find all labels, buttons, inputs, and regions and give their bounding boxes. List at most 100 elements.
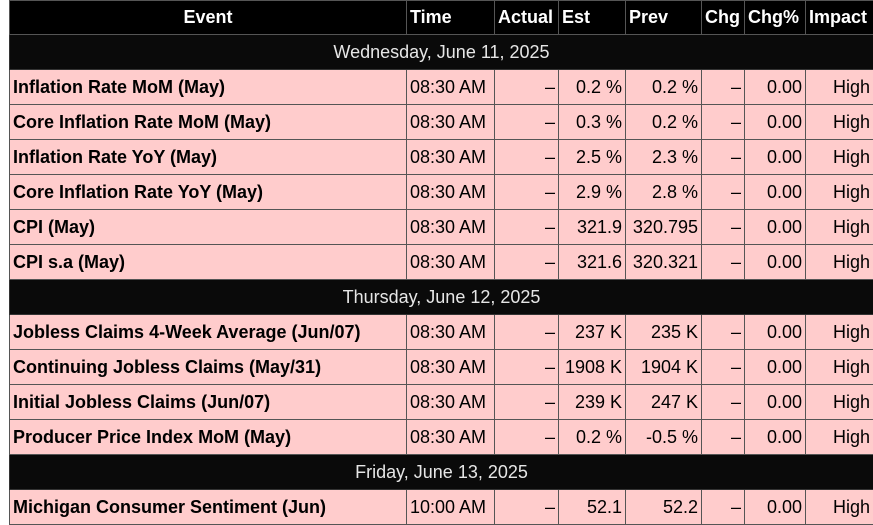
prev-cell: 235 K	[626, 315, 702, 350]
time-cell: 10:00 AM	[407, 490, 495, 525]
prev-cell: 247 K	[626, 385, 702, 420]
est-cell: 52.1	[559, 490, 626, 525]
est-cell: 0.2 %	[559, 420, 626, 455]
event-name-cell[interactable]: CPI (May)	[10, 210, 407, 245]
chg-cell: –	[702, 385, 745, 420]
chg-cell: –	[702, 245, 745, 280]
table-row[interactable]: CPI (May) 08:30 AM – 321.9 320.795 – 0.0…	[10, 210, 873, 245]
actual-cell: –	[495, 420, 559, 455]
chg-percent-cell: 0.00	[745, 315, 806, 350]
actual-cell: –	[495, 70, 559, 105]
date-group-header: Thursday, June 12, 2025	[10, 280, 873, 315]
column-header-chg[interactable]: Chg	[702, 1, 745, 35]
column-header-est[interactable]: Est	[559, 1, 626, 35]
time-cell: 08:30 AM	[407, 140, 495, 175]
date-label: Thursday, June 12, 2025	[10, 280, 873, 315]
table-row[interactable]: Core Inflation Rate MoM (May) 08:30 AM –…	[10, 105, 873, 140]
impact-cell: High	[806, 490, 873, 525]
chg-cell: –	[702, 350, 745, 385]
est-cell: 321.6	[559, 245, 626, 280]
event-name-cell[interactable]: Continuing Jobless Claims (May/31)	[10, 350, 407, 385]
chg-percent-cell: 0.00	[745, 70, 806, 105]
date-group-header: Wednesday, June 11, 2025	[10, 35, 873, 70]
time-cell: 08:30 AM	[407, 420, 495, 455]
table-row[interactable]: Initial Jobless Claims (Jun/07) 08:30 AM…	[10, 385, 873, 420]
event-name-cell[interactable]: Jobless Claims 4-Week Average (Jun/07)	[10, 315, 407, 350]
chg-percent-cell: 0.00	[745, 420, 806, 455]
chg-percent-cell: 0.00	[745, 175, 806, 210]
chg-percent-cell: 0.00	[745, 105, 806, 140]
chg-cell: –	[702, 70, 745, 105]
column-header-time[interactable]: Time	[407, 1, 495, 35]
header-row: Event Time Actual Est Prev Chg Chg% Impa…	[10, 1, 873, 35]
date-label: Friday, June 13, 2025	[10, 455, 873, 490]
est-cell: 239 K	[559, 385, 626, 420]
impact-cell: High	[806, 140, 873, 175]
actual-cell: –	[495, 210, 559, 245]
chg-cell: –	[702, 315, 745, 350]
table-row[interactable]: Continuing Jobless Claims (May/31) 08:30…	[10, 350, 873, 385]
column-header-event[interactable]: Event	[10, 1, 407, 35]
prev-cell: 2.8 %	[626, 175, 702, 210]
chg-cell: –	[702, 140, 745, 175]
event-name-cell[interactable]: Initial Jobless Claims (Jun/07)	[10, 385, 407, 420]
actual-cell: –	[495, 245, 559, 280]
actual-cell: –	[495, 490, 559, 525]
prev-cell: -0.5 %	[626, 420, 702, 455]
date-label: Wednesday, June 11, 2025	[10, 35, 873, 70]
chg-cell: –	[702, 175, 745, 210]
event-name-cell[interactable]: Core Inflation Rate MoM (May)	[10, 105, 407, 140]
impact-cell: High	[806, 420, 873, 455]
impact-cell: High	[806, 175, 873, 210]
event-name-cell[interactable]: Producer Price Index MoM (May)	[10, 420, 407, 455]
est-cell: 2.9 %	[559, 175, 626, 210]
table-row[interactable]: Core Inflation Rate YoY (May) 08:30 AM –…	[10, 175, 873, 210]
event-name-cell[interactable]: Inflation Rate YoY (May)	[10, 140, 407, 175]
prev-cell: 320.321	[626, 245, 702, 280]
economic-calendar-table: Event Time Actual Est Prev Chg Chg% Impa…	[9, 0, 873, 525]
time-cell: 08:30 AM	[407, 105, 495, 140]
column-header-impact[interactable]: Impact	[806, 1, 873, 35]
actual-cell: –	[495, 385, 559, 420]
column-header-prev[interactable]: Prev	[626, 1, 702, 35]
est-cell: 0.3 %	[559, 105, 626, 140]
prev-cell: 2.3 %	[626, 140, 702, 175]
time-cell: 08:30 AM	[407, 210, 495, 245]
prev-cell: 320.795	[626, 210, 702, 245]
actual-cell: –	[495, 105, 559, 140]
table-row[interactable]: CPI s.a (May) 08:30 AM – 321.6 320.321 –…	[10, 245, 873, 280]
impact-cell: High	[806, 210, 873, 245]
event-name-cell[interactable]: Core Inflation Rate YoY (May)	[10, 175, 407, 210]
time-cell: 08:30 AM	[407, 315, 495, 350]
column-header-chg-percent[interactable]: Chg%	[745, 1, 806, 35]
actual-cell: –	[495, 315, 559, 350]
impact-cell: High	[806, 70, 873, 105]
chg-cell: –	[702, 490, 745, 525]
table-row[interactable]: Producer Price Index MoM (May) 08:30 AM …	[10, 420, 873, 455]
chg-cell: –	[702, 210, 745, 245]
event-name-cell[interactable]: Inflation Rate MoM (May)	[10, 70, 407, 105]
impact-cell: High	[806, 385, 873, 420]
chg-percent-cell: 0.00	[745, 140, 806, 175]
chg-cell: –	[702, 420, 745, 455]
event-name-cell[interactable]: CPI s.a (May)	[10, 245, 407, 280]
impact-cell: High	[806, 105, 873, 140]
time-cell: 08:30 AM	[407, 385, 495, 420]
time-cell: 08:30 AM	[407, 245, 495, 280]
actual-cell: –	[495, 350, 559, 385]
est-cell: 1908 K	[559, 350, 626, 385]
actual-cell: –	[495, 140, 559, 175]
table-row[interactable]: Inflation Rate MoM (May) 08:30 AM – 0.2 …	[10, 70, 873, 105]
table-row[interactable]: Michigan Consumer Sentiment (Jun) 10:00 …	[10, 490, 873, 525]
table-row[interactable]: Jobless Claims 4-Week Average (Jun/07) 0…	[10, 315, 873, 350]
impact-cell: High	[806, 315, 873, 350]
column-header-actual[interactable]: Actual	[495, 1, 559, 35]
actual-cell: –	[495, 175, 559, 210]
prev-cell: 0.2 %	[626, 105, 702, 140]
event-name-cell[interactable]: Michigan Consumer Sentiment (Jun)	[10, 490, 407, 525]
table-row[interactable]: Inflation Rate YoY (May) 08:30 AM – 2.5 …	[10, 140, 873, 175]
time-cell: 08:30 AM	[407, 175, 495, 210]
chg-percent-cell: 0.00	[745, 210, 806, 245]
chg-percent-cell: 0.00	[745, 490, 806, 525]
chg-percent-cell: 0.00	[745, 245, 806, 280]
